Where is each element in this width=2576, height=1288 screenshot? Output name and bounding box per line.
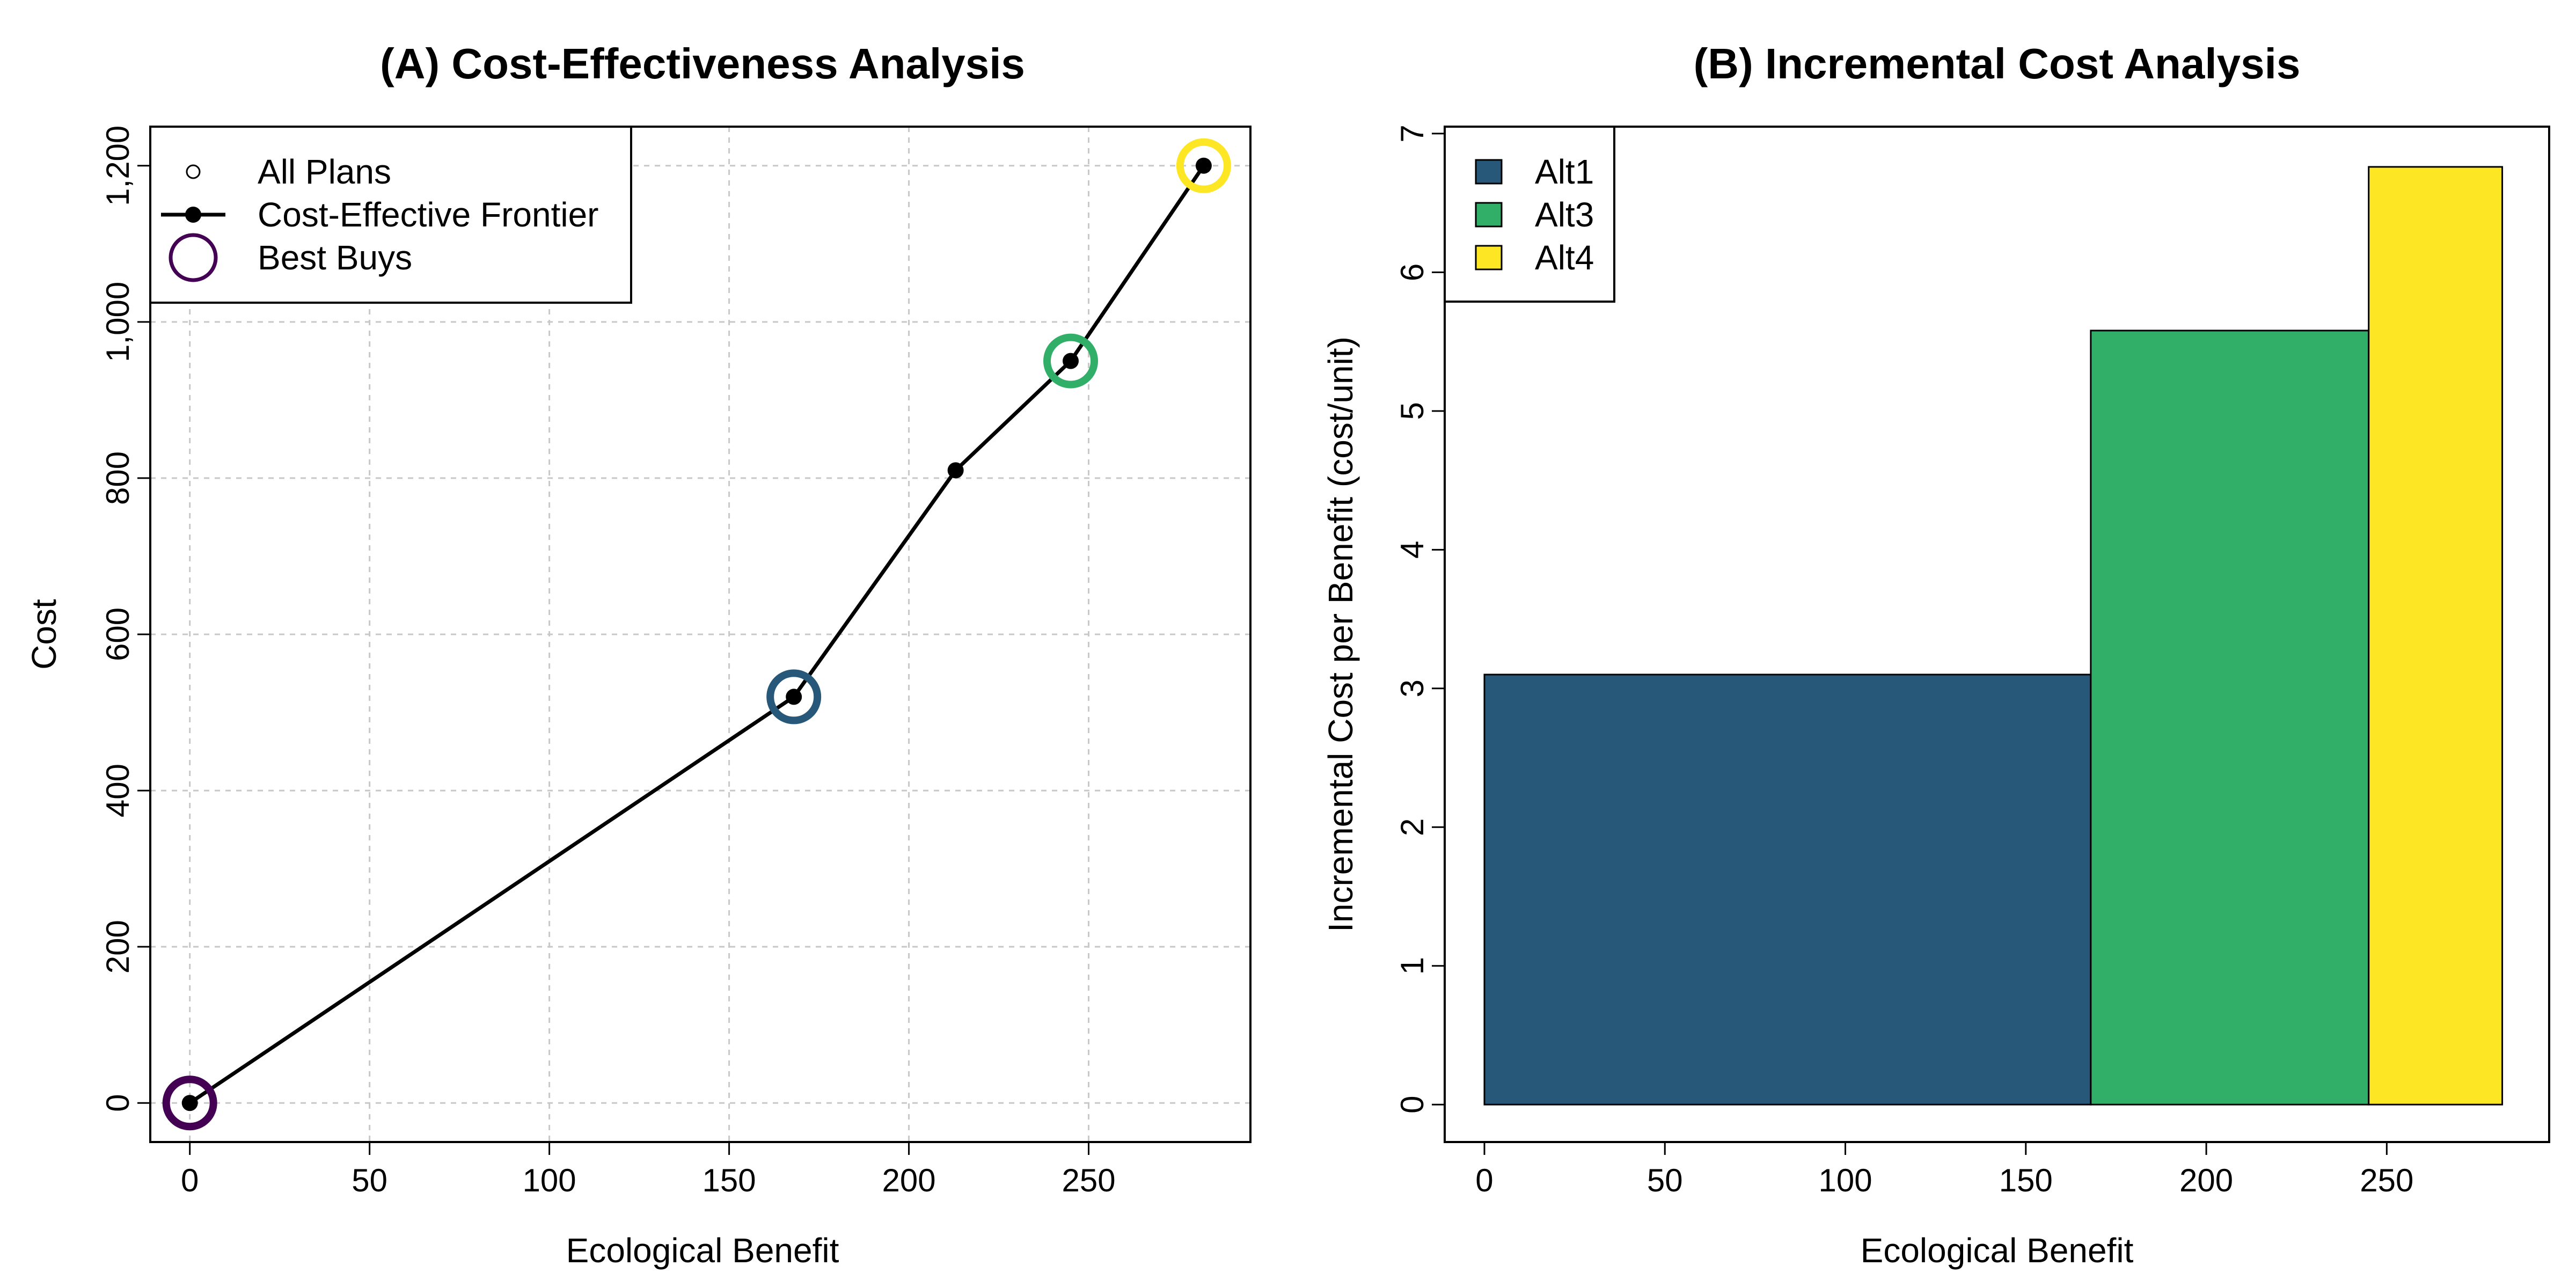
legend-all-plans-symbol [186,164,201,179]
panel-b-y-axis: 0 1 2 3 4 5 6 7 [1394,125,1445,1114]
frontier-point [786,689,802,705]
panel-b-y-tick-label: 2 [1394,818,1430,836]
panel-a-x-tick-label: 100 [523,1162,576,1198]
panel-a-y-tick-label: 800 [100,451,136,505]
panel-b-x-tick-label: 150 [1999,1162,2053,1198]
panel-a-x-axis: 0 50 100 150 200 250 [181,1142,1116,1198]
panel-b-x-tick-label: 50 [1647,1162,1683,1198]
frontier-line [188,164,1205,1105]
panel-b-y-tick-label: 6 [1394,264,1430,281]
panel-b-plot-frame [1444,126,2550,1143]
panel-a-y-tick-label: 400 [100,764,136,817]
legend-label-alt3: Alt3 [1535,195,1594,234]
panel-b-legend: Alt1 Alt3 Alt4 [1444,126,1615,303]
panel-a-cost-effectiveness: (A) Cost-Effectiveness Analysis 0 50 100 15… [25,40,1252,1270]
panel-a-y-tick-label: 0 [100,1094,136,1112]
legend-swatch-alt3 [1475,202,1503,228]
bar-alt3 [2090,330,2370,1106]
panel-b-x-axis-label: Ecological Benefit [1861,1231,2134,1270]
panel-a-x-tick-label: 50 [352,1162,387,1198]
best-buy-ring [1176,138,1231,193]
legend-swatch-alt4 [1475,245,1503,270]
panel-b-y-tick-label: 7 [1394,125,1430,142]
panel-b-y-axis-label: Incremental Cost per Benefit (cost/unit) [1321,336,1360,932]
panel-b-plot-area [1483,166,2504,1106]
panel-b-y-tick-label: 0 [1394,1096,1430,1114]
panel-a-y-axis-label: Cost [25,599,63,670]
panel-b-legend-box [1444,126,1615,303]
panel-a-y-tick-label: 1,000 [100,282,136,362]
frontier-point [1063,353,1079,369]
best-buy-ring [1043,333,1099,389]
frontier-point [1195,157,1212,174]
panel-a-y-tick-label: 200 [100,920,136,974]
panel-b-title: (B) Incremental Cost Analysis [1694,40,2301,87]
legend-label-all: All Plans [258,152,391,191]
panel-b-y-tick-label: 4 [1394,541,1430,559]
best-buy-ring [766,669,822,724]
bar-alt4 [2368,166,2504,1106]
legend-label-bestbuys: Best Buys [258,238,412,277]
bar-alt1 [1483,674,2092,1106]
legend-label-alt4: Alt4 [1535,238,1594,277]
panel-b-y-tick-label: 3 [1394,679,1430,697]
frontier-point [181,1095,198,1111]
panel-b-x-tick-label: 100 [1818,1162,1872,1198]
legend-best-buys-symbol [169,233,218,282]
panel-a-y-tick-label: 1,200 [100,126,136,206]
panel-a-x-axis-label: Ecological Benefit [566,1231,839,1270]
legend-swatch-alt1 [1475,159,1503,185]
panel-b-x-tick-label: 250 [2360,1162,2413,1198]
panel-b-incremental-cost: (B) Incremental Cost Analysis 0 50 100 150 2… [1321,40,2550,1270]
panel-a-grid [150,127,1250,1142]
panel-a-legend-box [149,126,632,304]
legend-label-alt1: Alt1 [1535,152,1594,191]
panel-b-x-axis: 0 50 100 150 200 250 [1475,1142,2413,1198]
legend-label-frontier: Cost-Effective Frontier [258,195,598,234]
panel-b-x-tick-label: 0 [1475,1162,1493,1198]
panel-a-x-tick-label: 250 [1062,1162,1115,1198]
frontier-point [947,462,964,479]
panel-b-y-tick-label: 5 [1394,402,1430,420]
panel-a-x-tick-label: 150 [702,1162,756,1198]
panel-a-y-axis: 0 200 400 600 800 1,000 1,200 [100,126,150,1112]
panel-b-x-tick-label: 200 [2179,1162,2233,1198]
panel-a-legend: All Plans Cost-Effective Frontier Best Buy… [149,126,632,304]
panel-a-title: (A) Cost-Effectiveness Analysis [380,40,1025,87]
panel-a-y-tick-label: 600 [100,608,136,661]
legend-frontier-dot-symbol [185,207,201,223]
panel-a-plot-area [162,138,1231,1131]
panel-a-x-tick-label: 0 [181,1162,199,1198]
panel-b-y-tick-label: 1 [1394,957,1430,975]
panel-a-x-tick-label: 200 [882,1162,936,1198]
best-buy-ring [162,1075,217,1131]
